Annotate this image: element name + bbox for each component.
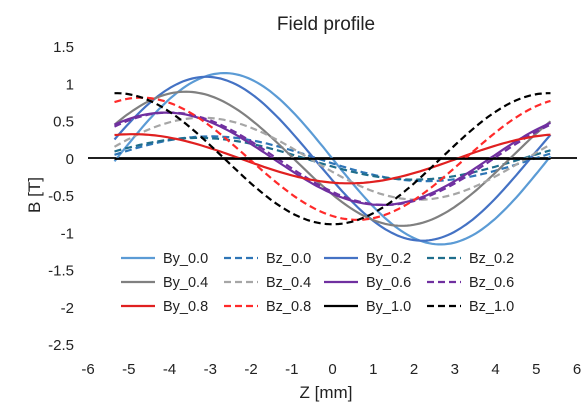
- legend-label: Bz_0.6: [469, 275, 514, 291]
- legend-label: Bz_0.4: [266, 275, 311, 291]
- legend: By_0.0 Bz_0.0 By_0.2 Bz_0.2 By_0.4 Bz_0.4 By_0…: [121, 251, 514, 315]
- y-tick-label: -2.5: [48, 337, 74, 354]
- series-line: [114, 136, 551, 181]
- y-tick-label: -1: [61, 225, 74, 242]
- x-tick-label: -2: [244, 361, 257, 378]
- series-line: [113, 75, 552, 242]
- x-tick-label: 3: [451, 361, 459, 378]
- x-tick-label: 2: [410, 361, 418, 378]
- x-tick-label: -3: [204, 361, 217, 378]
- legend-label: By_0.4: [163, 275, 208, 291]
- x-tick-label: -4: [163, 361, 176, 378]
- legend-label: Bz_0.2: [469, 251, 514, 267]
- legend-label: By_0.6: [366, 275, 411, 291]
- y-tick-label: -0.5: [48, 188, 74, 205]
- y-tick-label: 0: [66, 151, 74, 168]
- legend-label: By_1.0: [366, 299, 411, 315]
- x-axis-ticks: -6 -5 -4 -3 -2 -1 0 1 2 3 4 5 6: [81, 361, 581, 378]
- x-tick-label: -1: [285, 361, 298, 378]
- y-tick-label: 0.5: [53, 114, 74, 131]
- y-tick-label: 1: [66, 76, 74, 93]
- series-line: [114, 96, 551, 221]
- x-tick-label: 0: [328, 361, 336, 378]
- x-axis-label: Z [mm]: [300, 383, 353, 402]
- legend-label: Bz_1.0: [469, 299, 514, 315]
- legend-label: Bz_0.8: [266, 299, 311, 315]
- y-axis-ticks: 1.5 1 0.5 0 -0.5 -1 -1.5 -2 -2.5: [48, 39, 74, 354]
- series-line: [114, 111, 551, 206]
- series-line: [114, 133, 551, 185]
- y-axis-label: B [T]: [25, 177, 44, 213]
- series-line: [113, 116, 552, 201]
- x-tick-label: 5: [532, 361, 540, 378]
- series-line: [114, 111, 551, 206]
- series-lines: [113, 71, 552, 246]
- series-line: [114, 135, 551, 183]
- x-tick-label: -5: [122, 361, 135, 378]
- series-line: [114, 92, 551, 226]
- y-tick-label: -1.5: [48, 263, 74, 280]
- x-tick-label: 1: [369, 361, 377, 378]
- y-tick-label: -2: [61, 300, 74, 317]
- legend-label: By_0.2: [366, 251, 411, 267]
- x-tick-label: 4: [491, 361, 499, 378]
- legend-label: Bz_0.0: [266, 251, 311, 267]
- legend-label: By_0.8: [163, 299, 208, 315]
- legend-label: By_0.0: [163, 251, 208, 267]
- y-tick-label: 1.5: [53, 39, 74, 56]
- x-tick-label: -6: [81, 361, 94, 378]
- chart-title: Field profile: [277, 14, 375, 35]
- x-tick-label: 6: [573, 361, 581, 378]
